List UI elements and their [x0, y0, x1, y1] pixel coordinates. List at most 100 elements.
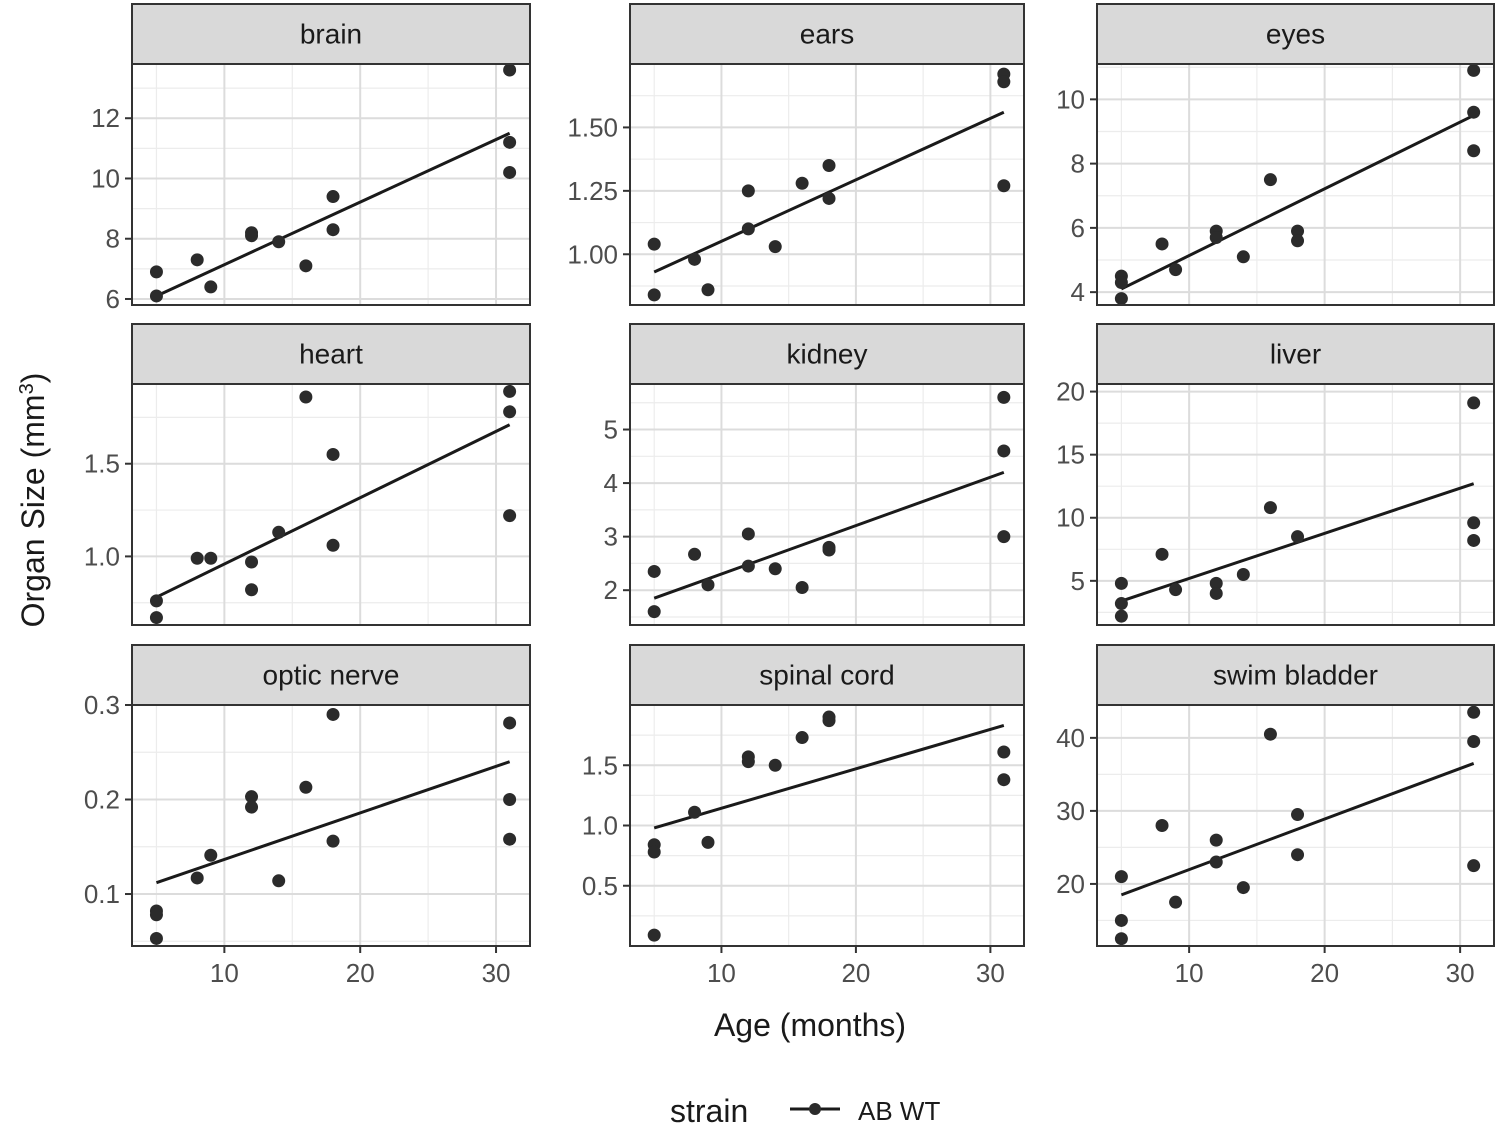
y-tick-label: 1.5 — [84, 449, 120, 479]
fit-line-spinal-cord — [653, 724, 1005, 830]
x-tick-label: 10 — [707, 958, 736, 988]
data-point — [795, 731, 809, 745]
data-point — [245, 229, 259, 243]
data-point — [822, 191, 836, 205]
strip-optic-nerve — [131, 644, 531, 706]
data-point — [1114, 292, 1128, 305]
data-point — [1114, 913, 1128, 927]
data-point — [326, 834, 340, 848]
data-point — [149, 931, 163, 945]
data-point — [1236, 881, 1250, 895]
panel-border-ears — [629, 63, 1025, 306]
data-point — [299, 780, 313, 794]
panel-border-liver — [1096, 383, 1495, 626]
strip-label-swim-bladder: swim bladder — [1213, 660, 1378, 691]
data-point — [688, 805, 702, 819]
data-point — [741, 559, 755, 573]
data-point — [503, 509, 517, 523]
strip-label-kidney: kidney — [787, 339, 868, 370]
data-point — [1114, 932, 1128, 946]
data-point — [190, 871, 204, 885]
data-point — [245, 583, 259, 597]
strip-eyes — [1096, 3, 1495, 65]
x-axis-title: Age (months) — [714, 1007, 906, 1043]
y-tick-label: 5 — [1071, 566, 1085, 596]
fit-line-kidney — [653, 470, 1005, 600]
y-axis-title: Organ Size (mm3) — [15, 373, 51, 628]
data-point — [204, 551, 218, 565]
panel-border-swim-bladder — [1096, 704, 1495, 947]
data-point — [1209, 855, 1223, 869]
panel-plot-area-spinal-cord — [630, 705, 1024, 946]
strip-label-optic-nerve: optic nerve — [263, 660, 400, 691]
data-point — [1114, 609, 1128, 623]
data-point — [1114, 597, 1128, 611]
strip-heart — [131, 323, 531, 385]
panel-background-kidney — [630, 384, 1024, 625]
strip-label-heart: heart — [299, 339, 363, 370]
y-tick-label: 1.5 — [582, 750, 618, 780]
data-point — [768, 240, 782, 254]
data-point — [149, 594, 163, 608]
data-point — [245, 800, 259, 814]
data-point — [688, 547, 702, 561]
data-point — [997, 745, 1011, 759]
data-point — [272, 874, 286, 888]
data-point — [1467, 396, 1481, 410]
y-tick-label: 10 — [91, 163, 120, 193]
strip-brain — [131, 3, 531, 65]
data-point — [795, 581, 809, 595]
data-point — [1467, 64, 1481, 77]
y-tick-label: 10 — [1056, 84, 1085, 114]
panel-plot-area-optic-nerve — [132, 705, 530, 946]
data-point — [326, 538, 340, 552]
panel-swim-bladder: swim bladder 20 30 40 10 20 30 — [1056, 644, 1495, 988]
data-point — [204, 848, 218, 862]
data-point — [1236, 250, 1250, 264]
panel-background-eyes — [1097, 64, 1494, 305]
y-axis-title-close: ) — [15, 373, 51, 384]
data-point — [741, 527, 755, 541]
data-point — [768, 562, 782, 576]
data-point — [204, 280, 218, 294]
panel-border-eyes — [1096, 63, 1495, 306]
panel-background-optic-nerve — [132, 705, 530, 946]
data-point — [190, 551, 204, 565]
data-point — [647, 564, 661, 578]
data-point — [1236, 568, 1250, 582]
fit-line-optic-nerve — [155, 760, 511, 885]
panel-optic-nerve: optic nerve 0.1 0.2 0.3 10 20 30 — [84, 644, 531, 988]
fit-line-brain — [155, 131, 511, 298]
data-point — [1263, 727, 1277, 741]
x-tick-label: 20 — [1310, 958, 1339, 988]
panel-liver: liver 5 10 15 20 — [1056, 323, 1495, 626]
data-point — [503, 832, 517, 846]
data-point — [647, 845, 661, 859]
data-point — [997, 773, 1011, 787]
data-point — [997, 390, 1011, 404]
y-tick-label: 4 — [604, 468, 618, 498]
panel-eyes: eyes 4 6 8 10 — [1056, 3, 1495, 307]
data-point — [245, 790, 259, 804]
data-point — [503, 384, 517, 398]
data-point — [647, 928, 661, 942]
strip-label-ears: ears — [800, 19, 854, 50]
data-point — [503, 165, 517, 179]
y-tick-label: 2 — [604, 575, 618, 605]
data-point — [741, 755, 755, 769]
data-point — [1155, 237, 1169, 251]
panel-plot-area-swim-bladder — [1097, 705, 1494, 946]
y-tick-label: 12 — [91, 103, 120, 133]
x-tick-label: 30 — [482, 958, 511, 988]
x-tick-label: 20 — [346, 958, 375, 988]
x-tick-label: 10 — [1175, 958, 1204, 988]
y-tick-label: 20 — [1056, 869, 1085, 899]
y-tick-label: 15 — [1056, 440, 1085, 470]
data-point — [1169, 263, 1183, 277]
data-point — [822, 158, 836, 172]
data-point — [1209, 586, 1223, 600]
data-point — [741, 222, 755, 236]
fit-line-heart — [155, 423, 511, 599]
data-point — [1291, 530, 1305, 544]
y-tick-label: 8 — [1071, 149, 1085, 179]
